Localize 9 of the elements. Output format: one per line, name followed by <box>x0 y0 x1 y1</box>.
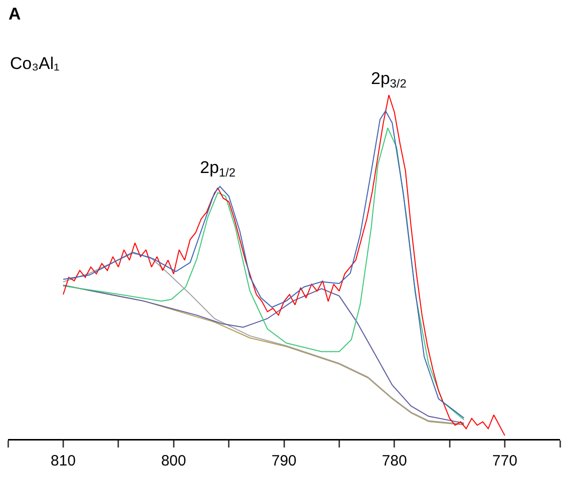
x-tick-label: 770 <box>492 452 518 470</box>
x-tick-label: 800 <box>161 452 186 470</box>
annotation: 2p$_{3/2}$ <box>371 69 407 91</box>
x-tick-label: 780 <box>382 452 407 470</box>
x-tick-label: 810 <box>50 452 76 470</box>
text: Co₃Al₁ <box>10 54 60 73</box>
annotation: 2p$_{1/2}$ <box>200 158 236 180</box>
x-tick-label: 790 <box>271 452 297 470</box>
chart-title: A <box>8 4 21 24</box>
